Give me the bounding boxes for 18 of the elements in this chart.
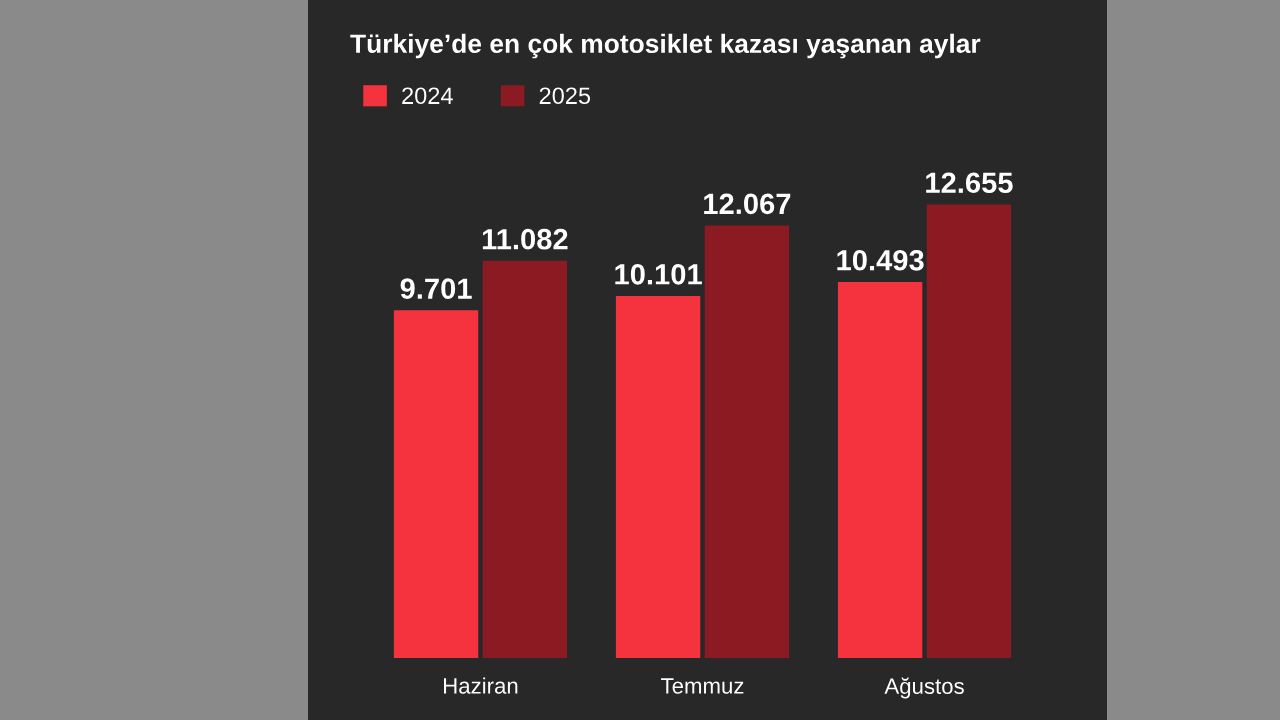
bar	[704, 225, 790, 658]
legend-label: 2024	[402, 87, 453, 105]
x-tick-label: Ağustos	[884, 677, 964, 699]
bar	[393, 310, 479, 658]
data-label: 12.655	[926, 172, 1013, 194]
bar	[615, 295, 701, 658]
data-label: 12.067	[704, 193, 791, 215]
bar	[482, 260, 568, 658]
data-label: 9.701	[400, 278, 472, 299]
data-label: 11.082	[482, 228, 568, 250]
legend-label: 2025	[539, 87, 591, 105]
bar	[837, 281, 923, 658]
x-tick-label: Haziran	[444, 677, 518, 694]
bar	[926, 204, 1012, 658]
x-tick-label: Temmuz	[661, 678, 744, 694]
data-label: 10.101	[615, 263, 702, 285]
data-label: 10.493	[837, 249, 924, 271]
chart-title: Türkiye’de en çok motosiklet kazası yaşanan aylar	[350, 33, 981, 59]
